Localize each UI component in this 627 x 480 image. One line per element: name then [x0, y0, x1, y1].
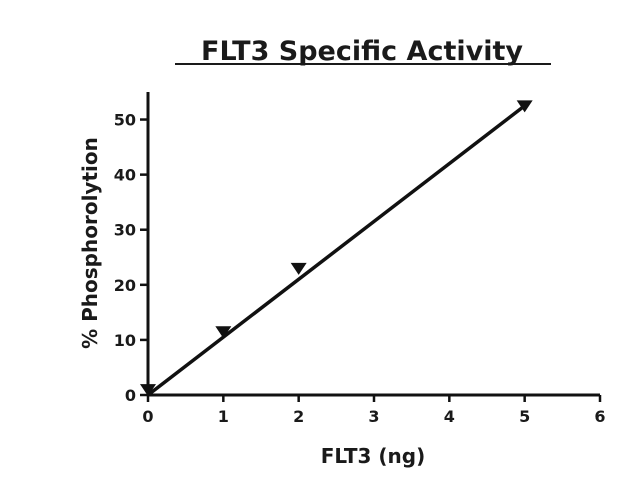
data-point	[516, 100, 533, 113]
tick-marks	[140, 118, 602, 402]
y-tick-label: 0	[125, 386, 136, 405]
data-points	[140, 100, 533, 397]
y-tick-label: 30	[114, 221, 136, 240]
chart-title: FLT3 Specific Activity	[201, 36, 523, 67]
x-axis-label: FLT3 (ng)	[321, 444, 425, 468]
axes	[146, 92, 600, 397]
y-tick-label: 40	[114, 166, 136, 185]
y-tick-label: 20	[114, 276, 136, 295]
fit-line	[146, 104, 527, 397]
x-tick-label: 2	[293, 407, 304, 426]
x-tick-label: 1	[218, 407, 229, 426]
x-tick-label: 6	[594, 407, 605, 426]
data-point	[140, 384, 156, 397]
y-tick-label: 50	[114, 111, 136, 130]
fit-line-group	[146, 104, 527, 397]
y-axis-label: % Phosphorolytion	[78, 137, 102, 349]
x-tick-label: 3	[368, 407, 379, 426]
data-point	[215, 326, 232, 339]
x-tick-label: 4	[444, 407, 455, 426]
y-tick-label: 10	[114, 331, 136, 350]
data-point	[290, 262, 307, 275]
tick-labels: 0 1 2 3 4 5 6 0 10 20 30 40 50	[114, 111, 606, 426]
x-tick-label: 5	[519, 407, 530, 426]
x-tick-label: 0	[142, 407, 153, 426]
